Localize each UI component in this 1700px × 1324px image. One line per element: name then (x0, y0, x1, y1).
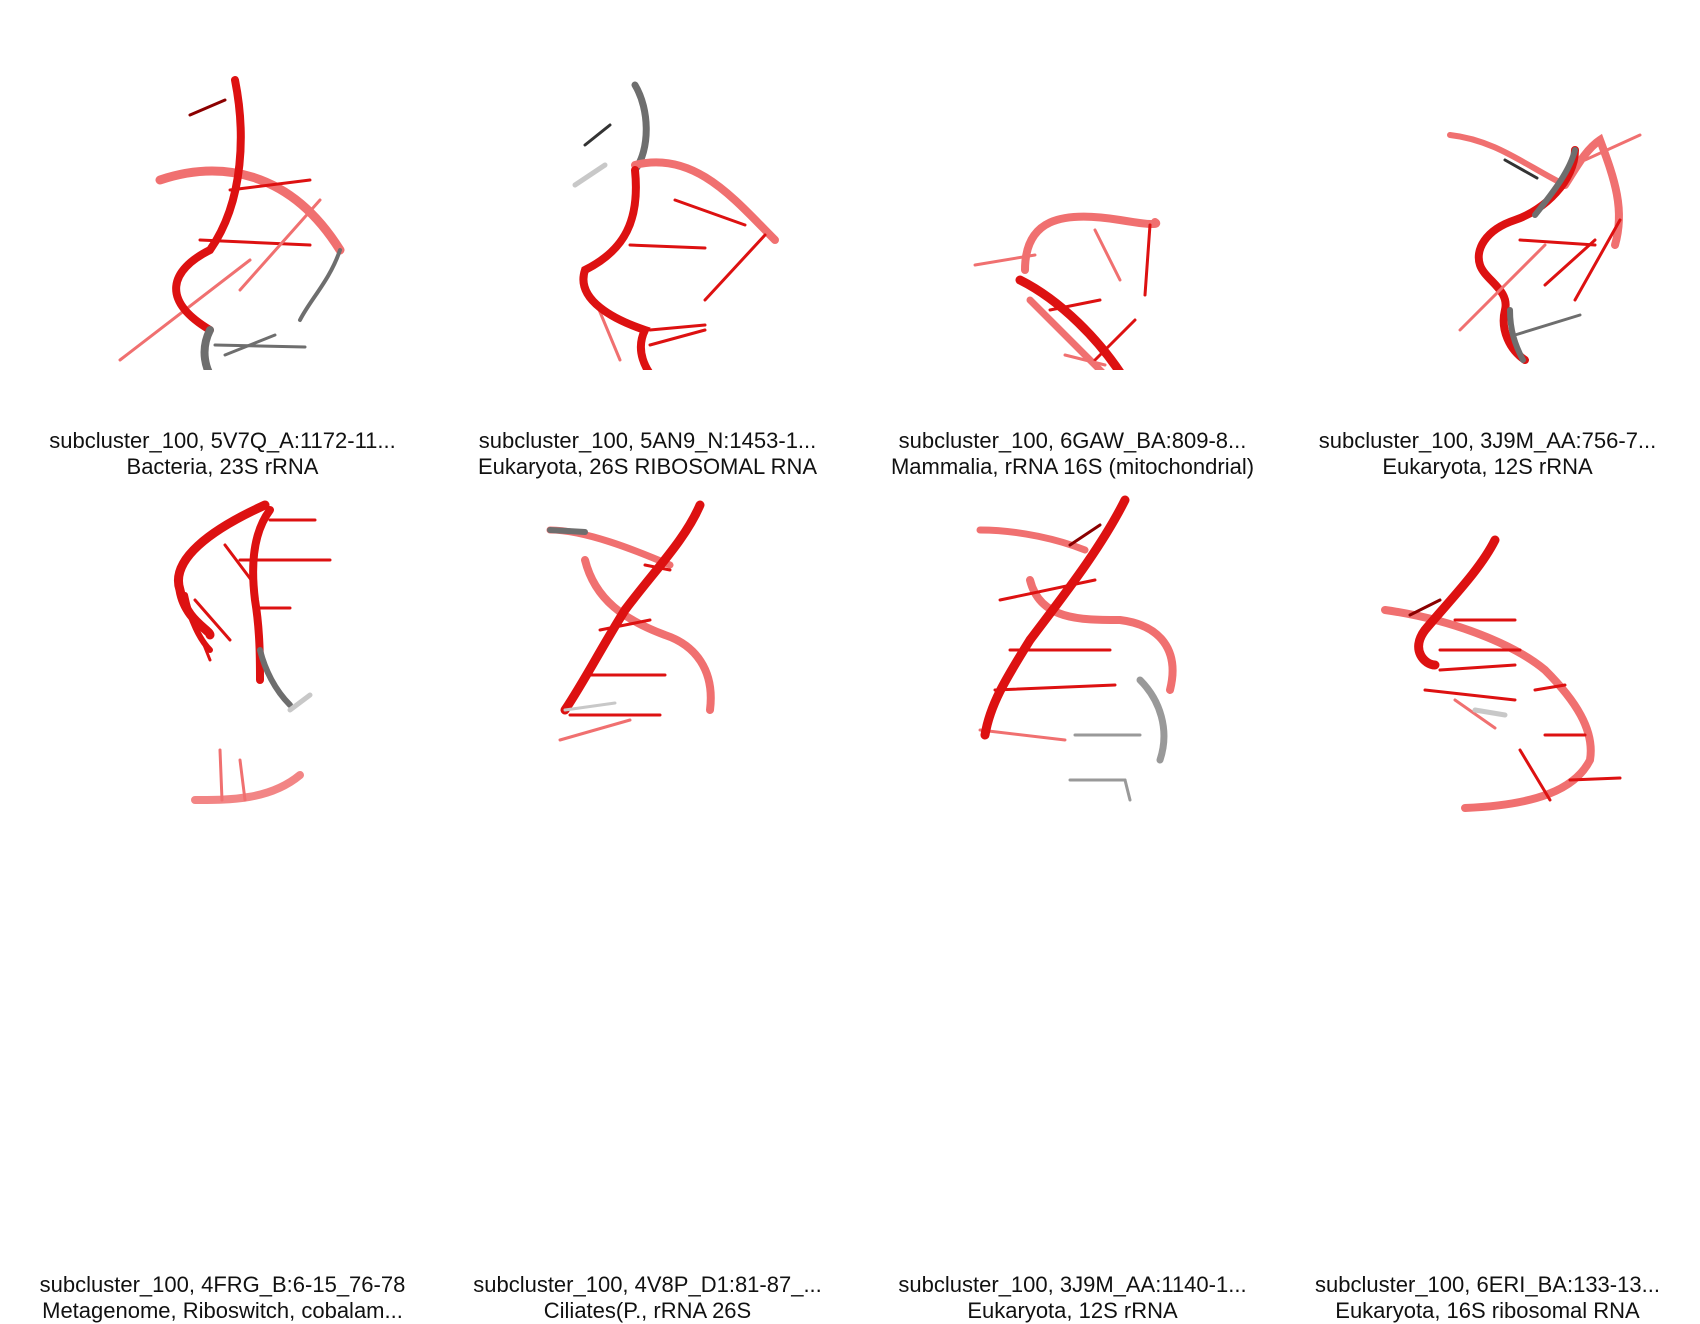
rna-structure-image (1381, 535, 1622, 812)
panel-title: subcluster_100, 3J9M_AA:756-7... (1318, 428, 1657, 453)
panel-title: subcluster_100, 5AN9_N:1453-1... (478, 428, 817, 453)
panel-subtitle: Eukaryota, 16S ribosomal RNA (1335, 1298, 1640, 1323)
panel-subtitle: Metagenome, Riboswitch, cobalam... (42, 1298, 403, 1323)
rna-structure-image (973, 212, 1161, 370)
panel-title: subcluster_100, 6ERI_BA:133-13... (1315, 1272, 1660, 1297)
panel-caption: subcluster_100, 6ERI_BA:133-13... Eukary… (1275, 1272, 1700, 1324)
panel-subtitle: Eukaryota, 12S rRNA (967, 1298, 1178, 1323)
rna-structure-image (174, 500, 332, 804)
panel-subtitle: Bacteria, 23S rRNA (126, 454, 319, 479)
structure-grid: subcluster_100, 5V7Q_A:1172-11... Bacter… (10, 76, 1700, 1323)
panel-caption: subcluster_100, 4FRG_B:6-15_76-78 Metage… (10, 1272, 435, 1324)
rna-structure-image (546, 500, 715, 742)
panel-caption: subcluster_100, 5AN9_N:1453-1... Eukaryo… (435, 428, 860, 480)
rna-structure-image (1447, 132, 1642, 364)
panel-title: subcluster_100, 3J9M_AA:1140-1... (898, 1272, 1247, 1297)
panel-caption: subcluster_100, 4V8P_D1:81-87_... Ciliat… (435, 1272, 860, 1324)
panel-title: subcluster_100, 5V7Q_A:1172-11... (49, 428, 396, 453)
rna-structure-image (976, 495, 1177, 802)
rna-structure-image (572, 81, 779, 370)
panel-subtitle: Eukaryota, 26S RIBOSOMAL RNA (477, 454, 818, 479)
panel-caption: subcluster_100, 5V7Q_A:1172-11... Bacter… (10, 428, 435, 480)
panel-subtitle: Mammalia, rRNA 16S (mitochondrial) (890, 454, 1255, 479)
panel-caption: subcluster_100, 3J9M_AA:1140-1... Eukary… (860, 1272, 1285, 1324)
panel-title: subcluster_100, 6GAW_BA:809-8... (898, 428, 1247, 453)
panel-title: subcluster_100, 4V8P_D1:81-87_... (473, 1272, 822, 1297)
panel-caption: subcluster_100, 3J9M_AA:756-7... Eukaryo… (1275, 428, 1700, 480)
panel-caption: subcluster_100, 6GAW_BA:809-8... Mammali… (860, 428, 1285, 480)
panel-subtitle: Eukaryota, 12S rRNA (1382, 454, 1593, 479)
panel-subtitle: Ciliates(P., rRNA 26S (543, 1298, 752, 1323)
panel-title: subcluster_100, 4FRG_B:6-15_76-78 (39, 1272, 406, 1297)
rna-structure-image (118, 76, 345, 370)
